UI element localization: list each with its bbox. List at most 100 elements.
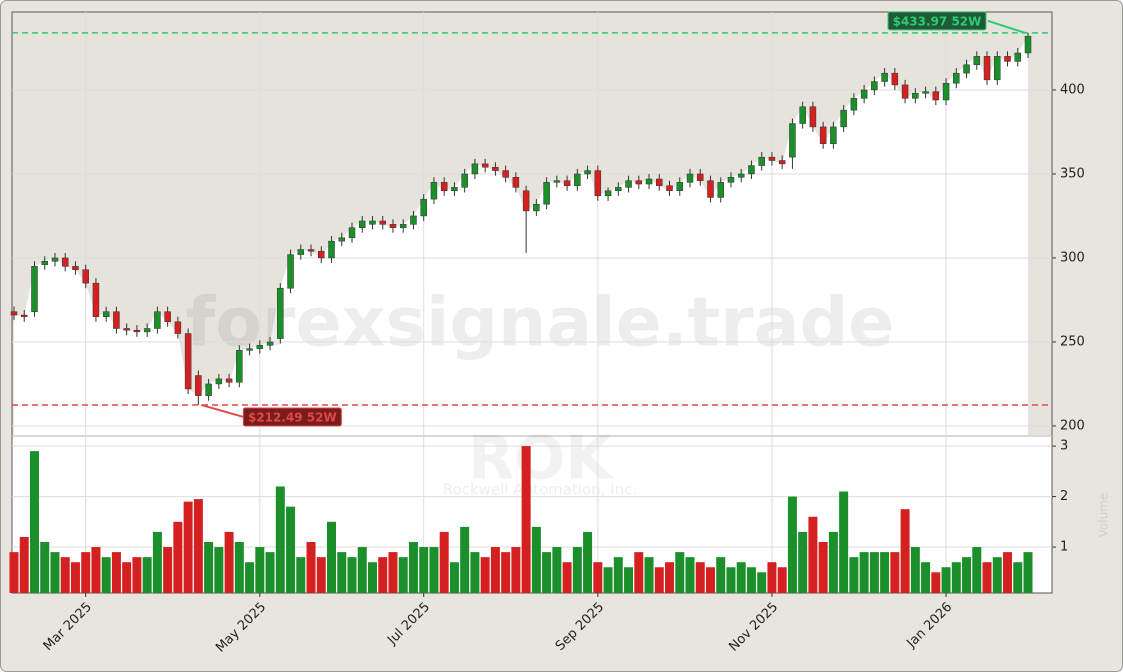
- watermark: Rockwell Automation, Inc.: [443, 481, 637, 499]
- candle-body: [676, 182, 684, 191]
- candle-body: [850, 98, 858, 111]
- volume-bar: [839, 491, 849, 593]
- volume-bar: [204, 542, 214, 593]
- candle-body: [522, 190, 530, 212]
- candle-body: [471, 163, 479, 175]
- volume-bar: [921, 562, 931, 593]
- candle-body: [51, 257, 59, 262]
- volume-bar: [746, 567, 756, 593]
- volume-bar: [470, 552, 480, 593]
- candle-body: [778, 160, 786, 165]
- candle-body: [994, 56, 1001, 81]
- candle-body: [297, 249, 305, 255]
- y-tick-label: 2: [1060, 489, 1068, 504]
- volume-bar: [634, 552, 644, 593]
- annotation-arrow: [201, 403, 244, 418]
- volume-bar: [808, 516, 818, 593]
- volume-bar: [613, 557, 623, 593]
- volume-bar: [941, 567, 951, 593]
- candle-body: [707, 180, 714, 198]
- volume-bar: [583, 531, 593, 593]
- candle-body: [430, 182, 438, 200]
- candle-body: [318, 250, 325, 259]
- volume-bar: [542, 552, 552, 593]
- candle-body: [133, 329, 141, 333]
- volume-bar: [449, 562, 459, 593]
- candle-body: [758, 156, 765, 166]
- volume-bar: [91, 547, 101, 593]
- candle-body: [195, 375, 202, 396]
- annotation-box: [242, 407, 342, 427]
- volume-bar: [675, 552, 685, 593]
- y-tick-label: 3: [1060, 439, 1068, 454]
- candle-body: [307, 249, 315, 252]
- volume-bar: [388, 552, 398, 593]
- candle-body: [338, 237, 346, 242]
- candle-body: [594, 170, 602, 197]
- candle-body: [1004, 56, 1011, 62]
- candle-body: [492, 166, 499, 171]
- price-area: [14, 36, 1028, 436]
- volume-bar: [193, 499, 203, 593]
- volume-bar: [736, 562, 746, 593]
- volume-bar: [777, 567, 787, 593]
- volume-bar: [767, 562, 777, 593]
- volume-bar: [429, 547, 439, 593]
- volume-bar: [880, 552, 890, 593]
- volume-bar: [378, 557, 388, 593]
- volume-bar: [787, 496, 797, 593]
- candle-body: [215, 378, 223, 385]
- volume-bar: [931, 572, 941, 593]
- candle-body: [184, 333, 192, 390]
- candle-body: [881, 72, 888, 82]
- annotation-box: [887, 11, 987, 31]
- candle-body: [10, 311, 18, 316]
- volume-bar: [562, 562, 572, 593]
- candle-body: [154, 311, 161, 329]
- volume-bar: [910, 547, 920, 593]
- volume-bar: [521, 446, 531, 593]
- volume-bar: [624, 567, 634, 593]
- volume-bar: [152, 531, 162, 593]
- candle-body: [533, 203, 540, 212]
- volume-bar: [163, 547, 173, 593]
- y-tick-label: 250: [1060, 334, 1085, 349]
- candle-body: [246, 348, 253, 351]
- volume-bar: [644, 557, 654, 593]
- volume-bar: [234, 542, 244, 593]
- candle-body: [871, 81, 878, 91]
- volume-bar: [224, 531, 234, 593]
- candle-body: [225, 378, 233, 383]
- candle-body: [113, 311, 120, 329]
- candle-body: [348, 227, 356, 239]
- volume-bar: [951, 562, 961, 593]
- volume-bar: [665, 562, 675, 593]
- candle-body: [451, 187, 458, 191]
- volume-bar: [316, 557, 326, 593]
- volume-bar: [511, 547, 521, 593]
- candle-body: [809, 106, 817, 128]
- candle-body: [830, 126, 837, 144]
- y-tick-label: 200: [1060, 418, 1085, 433]
- volume-bar: [183, 501, 193, 593]
- volume-bar: [1003, 552, 1013, 593]
- volume-bar: [245, 562, 255, 593]
- candle-body: [953, 72, 960, 84]
- volume-bar: [695, 562, 705, 593]
- y-tick-label: 400: [1060, 82, 1085, 97]
- candle-body: [420, 198, 427, 217]
- candle-body: [553, 180, 561, 183]
- candle-body: [932, 91, 940, 101]
- annotation-label: $433.97 52W: [893, 14, 982, 28]
- candle-body: [737, 173, 745, 178]
- candle-body: [860, 89, 868, 99]
- candle-body: [102, 311, 110, 317]
- volume-bar: [593, 562, 603, 593]
- volume-bar: [60, 557, 70, 593]
- volume-bar: [408, 542, 418, 593]
- candle-body: [942, 82, 950, 101]
- candle-body: [31, 266, 38, 312]
- volume-bar: [992, 557, 1002, 593]
